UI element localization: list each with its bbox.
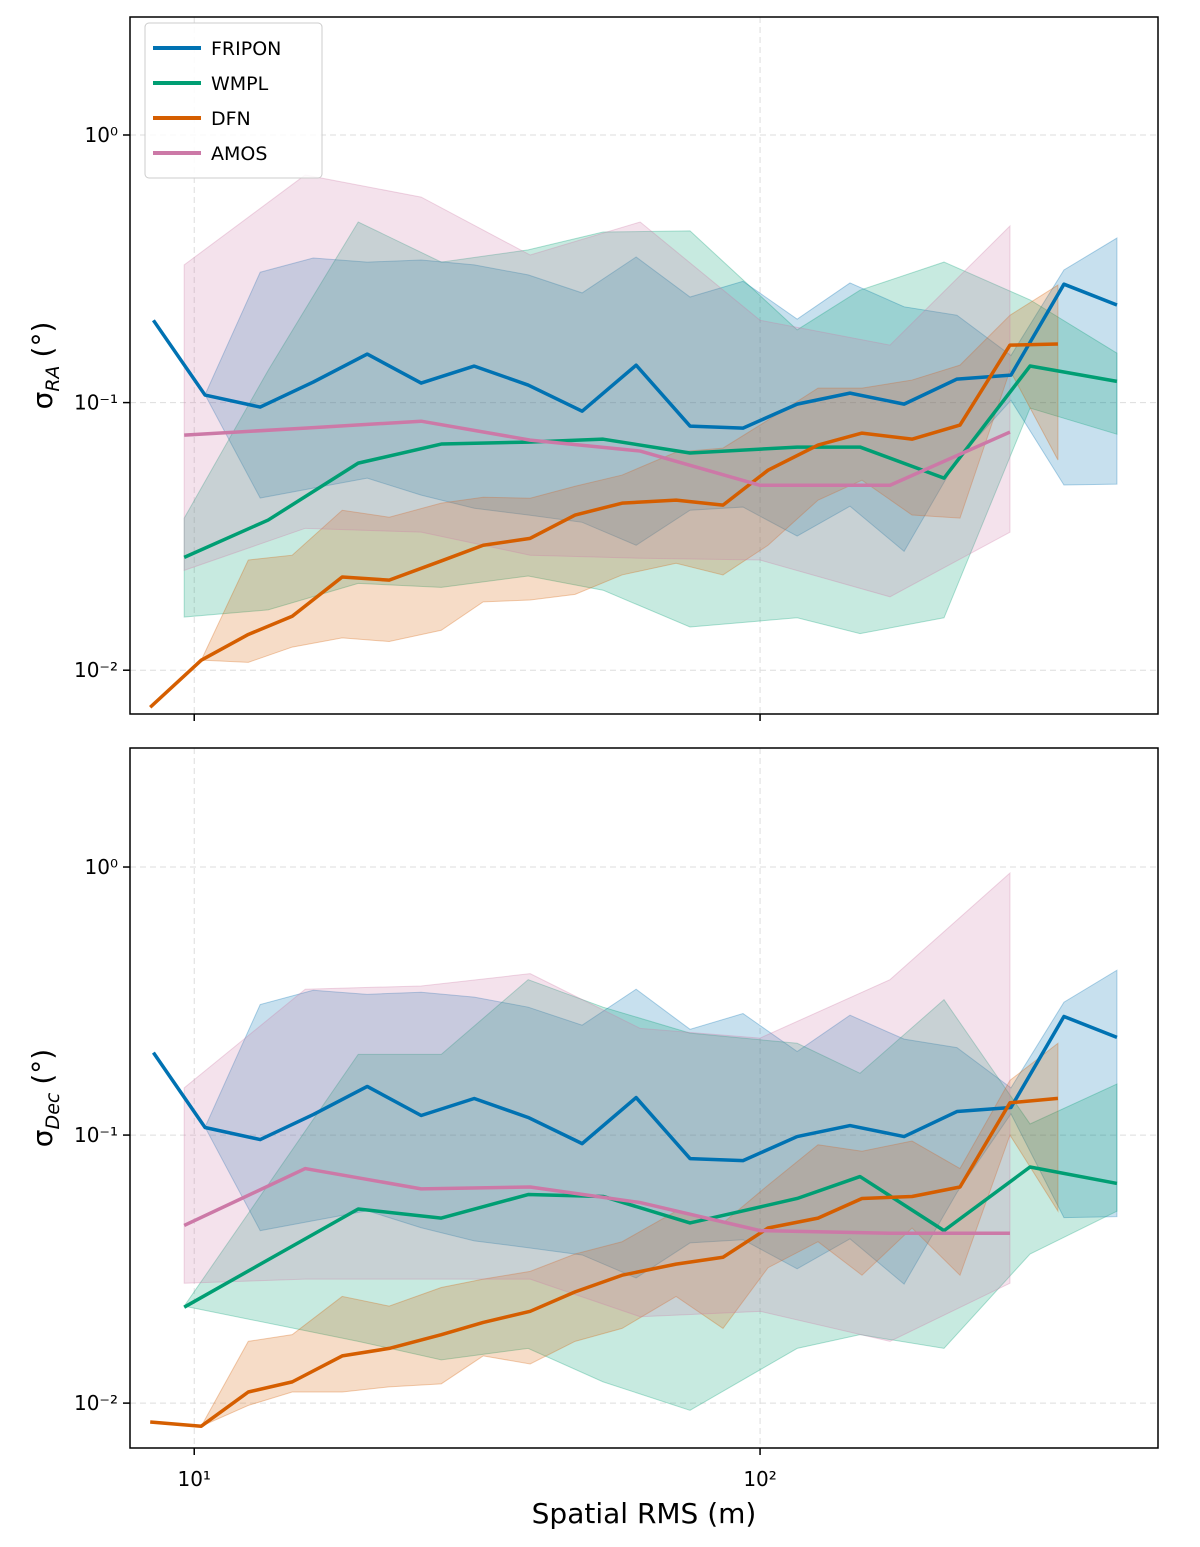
series-line: [151, 1014, 1118, 1163]
y-tick-label: 10⁻¹: [74, 1123, 118, 1147]
band: [150, 1042, 1059, 1427]
band: [183, 174, 1011, 598]
y-tick-label: 10⁰: [85, 123, 118, 147]
y-label-unit: (°): [26, 322, 59, 358]
y-tick-label: 10⁻¹: [74, 391, 118, 415]
legend-box: [144, 22, 323, 179]
series-line: [151, 282, 1118, 430]
band: [183, 871, 1011, 1342]
y-tick-label: 10⁰: [85, 855, 118, 879]
y-axis-label: σRA (°): [26, 322, 64, 410]
x-axis-label: Spatial RMS (m): [532, 1497, 757, 1530]
legend-label: WMPL: [211, 73, 269, 95]
series-line: [183, 1165, 1118, 1309]
y-tick-label: 10⁻²: [74, 658, 118, 682]
y-label-symbol: σ: [26, 392, 59, 410]
x-tick-label: 10¹: [177, 1467, 210, 1491]
y-label-subscript: Dec: [42, 1092, 64, 1129]
legend-label: AMOS: [211, 143, 267, 165]
plot-frame: [129, 747, 1159, 1449]
band: [183, 979, 1118, 1411]
legend-label: DFN: [211, 108, 251, 130]
y-label-unit: (°): [26, 1049, 59, 1085]
x-tick-label: 10²: [743, 1467, 776, 1491]
series-line: [183, 364, 1118, 559]
legend-label: FRIPON: [211, 38, 281, 60]
band: [183, 221, 1118, 635]
y-label-symbol: σ: [26, 1129, 59, 1147]
series-line: [150, 1096, 1059, 1428]
band: [153, 237, 1118, 553]
series-line: [149, 342, 1058, 709]
series-line: [184, 419, 1011, 488]
y-label-subscript: RA: [42, 365, 64, 391]
y-axis-label: σDec (°): [26, 1049, 64, 1147]
series-line: [183, 1166, 1010, 1236]
plot-frame: [129, 16, 1159, 715]
y-tick-label: 10⁻²: [74, 1391, 118, 1415]
band: [153, 969, 1118, 1285]
